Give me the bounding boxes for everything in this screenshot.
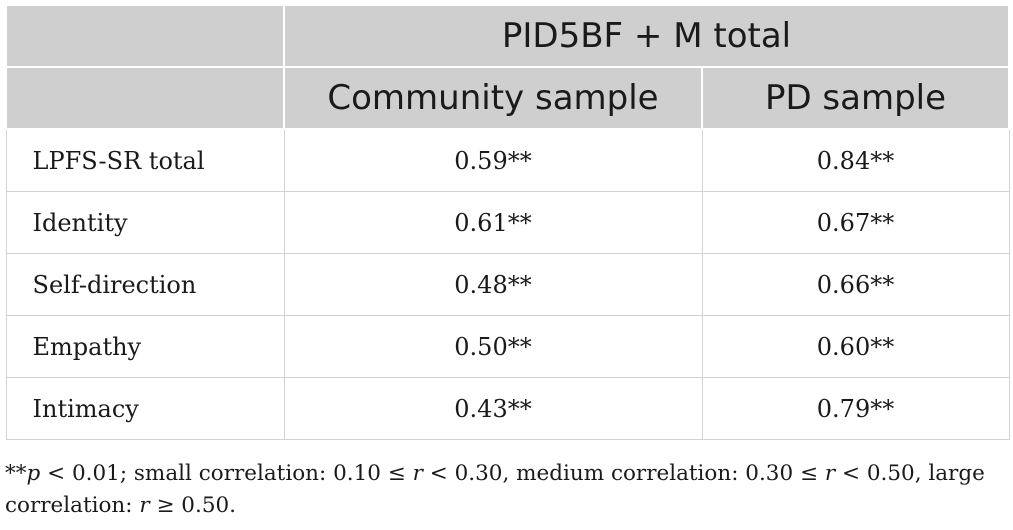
footnote-text-3: < 0.50, large correlation: [5, 461, 985, 518]
table-row: Identity 0.61** 0.67** [5, 191, 1010, 254]
group-header-row: PID5BF + M total [5, 4, 1010, 68]
community-value: 0.61** [283, 191, 703, 254]
group-header: PID5BF + M total [283, 4, 1010, 68]
table-footnote: **p < 0.01; small correlation: 0.10 ≤ r … [5, 458, 1008, 522]
row-label: Identity [5, 191, 285, 254]
pd-value: 0.66** [701, 253, 1010, 316]
community-value: 0.59** [283, 128, 703, 192]
community-value: 0.43** [283, 377, 703, 440]
footnote-text-2: < 0.30, medium correlation: 0.30 ≤ [422, 461, 825, 486]
community-value: 0.50** [283, 315, 703, 378]
correlation-table-container: PID5BF + M total Community sample PD sam… [5, 4, 1010, 440]
pd-value: 0.79** [701, 377, 1010, 440]
pd-value: 0.84** [701, 128, 1010, 192]
row-label: Intimacy [5, 377, 285, 440]
column-header-row: Community sample PD sample [5, 66, 1010, 130]
column-header-pd: PD sample [701, 66, 1010, 130]
subheader-blank-cell [5, 66, 285, 130]
footnote-text-1: < 0.01; small correlation: 0.10 ≤ [40, 461, 413, 486]
footnote-r-symbol: r [824, 461, 836, 486]
table-row: Intimacy 0.43** 0.79** [5, 377, 1010, 440]
table-row: LPFS-SR total 0.59** 0.84** [5, 128, 1010, 192]
row-label: Empathy [5, 315, 285, 378]
row-label: LPFS-SR total [5, 128, 285, 192]
footnote-r-symbol: r [412, 461, 423, 486]
pd-value: 0.67** [701, 191, 1010, 254]
footnote-p-symbol: p [26, 461, 41, 486]
pd-value: 0.60** [701, 315, 1010, 378]
community-value: 0.48** [283, 253, 703, 316]
row-label: Self-direction [5, 253, 285, 316]
column-header-community: Community sample [283, 66, 703, 130]
footnote-r-symbol: r [139, 493, 150, 518]
table-row: Empathy 0.50** 0.60** [5, 315, 1010, 378]
footnote-text-4: ≥ 0.50. [149, 493, 237, 518]
correlation-table: PID5BF + M total Community sample PD sam… [5, 4, 1010, 440]
header-blank-cell [5, 4, 285, 68]
table-row: Self-direction 0.48** 0.66** [5, 253, 1010, 316]
footnote-stars: ** [5, 461, 27, 486]
